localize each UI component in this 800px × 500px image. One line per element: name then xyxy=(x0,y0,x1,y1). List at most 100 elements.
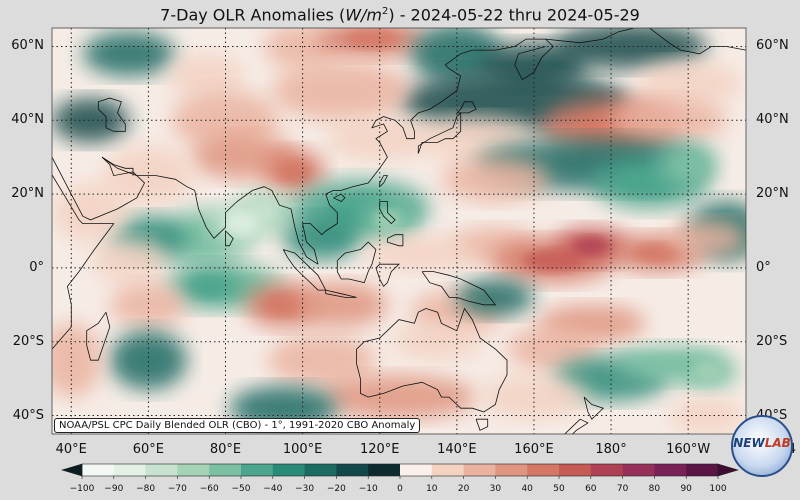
coastline xyxy=(379,201,396,225)
colorbar-tick-label: 100 xyxy=(709,484,727,494)
colorbar-segment xyxy=(82,464,115,476)
coastline xyxy=(583,396,605,420)
coastline xyxy=(282,249,327,291)
anomaly-blob xyxy=(52,98,130,143)
coastline xyxy=(417,111,462,154)
colorbar-tick-label: −30 xyxy=(295,484,315,494)
lat-label-left: 20°N xyxy=(11,186,44,202)
coastline xyxy=(475,418,489,431)
title-suffix: ) - 2024-05-22 thru 2024-05-29 xyxy=(388,5,640,25)
anomaly-blob xyxy=(267,334,376,387)
lon-label: 60°E xyxy=(132,442,164,457)
anomaly-blob xyxy=(325,116,434,161)
colorbar-segment xyxy=(590,464,624,476)
lat-label-right: 60°N xyxy=(756,38,789,54)
anomaly-core xyxy=(692,362,723,381)
anomaly-blob xyxy=(109,282,187,327)
anomaly-blob xyxy=(553,28,708,69)
lon-label: 160°E xyxy=(514,442,554,457)
colorbar-segment xyxy=(304,464,337,476)
lat-label-left: 60°N xyxy=(11,38,44,54)
colorbar-segment xyxy=(400,464,433,476)
anomaly-blob xyxy=(294,282,388,327)
colorbar-segment xyxy=(686,464,719,476)
colorbar-segment xyxy=(527,464,560,476)
colorbar-tick-label: −40 xyxy=(263,484,283,494)
colorbar-segment xyxy=(463,464,496,476)
lat-label-left: 20°S xyxy=(12,333,44,349)
colorbar-tick-label: −10 xyxy=(358,484,378,494)
lon-label: 40°E xyxy=(55,442,87,457)
coastline xyxy=(101,156,134,176)
lat-label-right: 20°N xyxy=(756,186,789,202)
colorbar-tick-label: 20 xyxy=(457,484,470,494)
colorbar-tick-label: 70 xyxy=(616,484,629,494)
colorbar-tick-label: 50 xyxy=(553,484,565,494)
anomaly-blob xyxy=(506,326,600,372)
lat-label-right: 40°N xyxy=(756,112,789,128)
lat-label-left: 0° xyxy=(29,259,44,275)
logo-text-accent: LAB xyxy=(764,436,791,450)
coastline xyxy=(387,234,404,247)
title-unit: W/m xyxy=(345,5,382,25)
map-title: 7-Day OLR Anomalies (W/m2) - 2024-05-22 … xyxy=(0,0,800,26)
lat-label-left: 40°S xyxy=(12,407,44,423)
lon-label: 100°E xyxy=(282,442,323,457)
anomaly-blob xyxy=(456,278,534,316)
coastline xyxy=(97,97,126,132)
coastline xyxy=(336,241,377,284)
anomaly-blob xyxy=(271,61,411,121)
colorbar-tick-label: 90 xyxy=(680,484,692,494)
coastline xyxy=(325,289,357,298)
title-prefix: 7-Day OLR Anomalies ( xyxy=(160,5,346,25)
anomaly-blob xyxy=(82,31,176,76)
anomaly-blob xyxy=(52,323,103,398)
lon-label: 80°E xyxy=(209,442,242,457)
lab-logo: NEWLAB xyxy=(731,415,793,477)
logo-text: NEWLAB xyxy=(733,436,791,450)
anomaly-blob xyxy=(52,183,130,243)
colorbar-extend-high xyxy=(717,463,740,477)
colorbar-segment xyxy=(209,464,242,476)
anomaly-core xyxy=(672,153,704,176)
colorbar-tick-label: −20 xyxy=(326,484,346,494)
colorbar-tick-label: 40 xyxy=(521,484,533,494)
coastline xyxy=(564,418,589,434)
logo-text-main: NEW xyxy=(733,436,765,450)
anomaly-blob xyxy=(321,374,477,420)
lon-label: 180° xyxy=(595,442,627,457)
colorbar xyxy=(60,463,740,479)
colorbar-tick-label: −90 xyxy=(104,484,124,494)
colorbar-segment xyxy=(431,464,465,476)
coastline xyxy=(86,311,111,361)
colorbar-tick-label: 10 xyxy=(426,484,438,494)
anomaly-core xyxy=(279,160,311,184)
map-frame xyxy=(51,27,747,435)
colorbar-tick-label: 30 xyxy=(489,484,502,494)
coastline xyxy=(333,193,346,202)
colorbar-extend-low xyxy=(60,463,83,477)
coastline xyxy=(101,156,215,239)
coastline xyxy=(52,156,145,221)
coastline xyxy=(649,28,746,55)
anomaly-blob xyxy=(668,397,746,434)
colorbar-segment xyxy=(241,464,274,476)
anomaly-core xyxy=(634,243,681,263)
anomaly-core xyxy=(186,275,226,298)
title-unit-exponent: 2 xyxy=(381,6,389,17)
anomaly-blob xyxy=(391,323,484,361)
colorbar-tick-label: 60 xyxy=(585,484,597,494)
gridlines xyxy=(52,28,746,434)
colorbar-tick-label: −60 xyxy=(199,484,219,494)
colorbar-segment xyxy=(622,464,655,476)
colorbar-tick-label: −100 xyxy=(69,484,95,494)
anomaly-blob xyxy=(109,330,187,390)
coastline xyxy=(52,157,115,394)
colorbar-segment xyxy=(145,464,178,476)
anomaly-core xyxy=(264,293,303,316)
coastline xyxy=(456,101,477,114)
anomaly-blob xyxy=(364,234,473,272)
anomaly-blob xyxy=(283,216,361,261)
colorbar-segment xyxy=(495,464,528,476)
anomaly-core xyxy=(345,29,399,49)
